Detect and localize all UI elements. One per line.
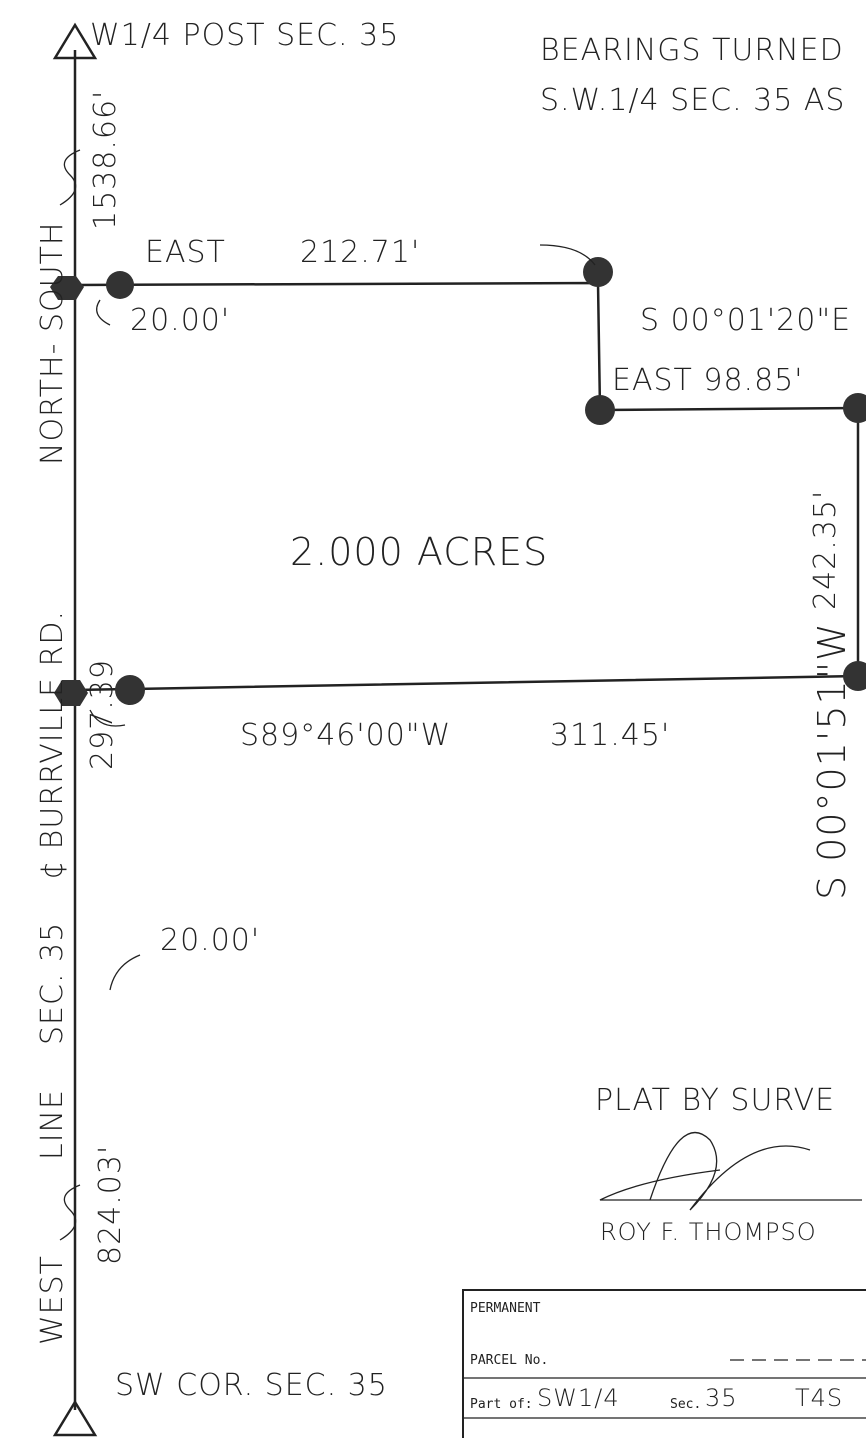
table-label: PERMANENT [470,1301,541,1316]
surveyor-caption: PLAT BY SURVE [595,1083,835,1118]
road-label: SEC. 35 [35,922,70,1045]
distance: 242.35' [808,490,843,610]
distance: 311.45' [550,718,670,753]
parcel-table [462,1289,866,1438]
bearing: S 00°01'20"E [640,303,851,338]
parcel-boundary [74,281,860,692]
bearing: EAST 98.85' [612,363,804,398]
road-label: ¢ BURRVILLE RD. [35,610,70,880]
bearing: S 00°01'51"W [810,622,854,900]
distance: 212.71' [300,235,420,270]
table-value: SW1/4 [537,1384,620,1412]
surveyor-name: ROY F. THOMPSO [600,1218,817,1246]
table-value: T4S [795,1384,843,1412]
corner-label: W1/4 POST SEC. 35 [90,18,399,53]
bearing: EAST [145,235,226,270]
pin [843,393,866,423]
signature [599,1169,862,1201]
distance: 297.39 [85,659,120,770]
break-mark [59,149,81,206]
arrow [96,299,111,326]
signature [649,1131,811,1211]
arrow [539,244,596,266]
hex-marker [50,276,84,300]
monument-bottom [52,1399,98,1437]
note: S.W.1/4 SEC. 35 AS [540,83,845,118]
road-label: NORTH- SOUTH [35,222,70,465]
note: BEARINGS TURNED [540,33,844,68]
distance: 1538.66' [88,90,123,230]
pin [115,675,145,705]
road-label: LINE [35,1089,70,1160]
pin [585,395,615,425]
pin [583,257,613,287]
pin [843,661,866,691]
hex-marker [54,680,88,706]
distance: 824.03' [93,1145,128,1265]
area: 2.000 ACRES [290,530,548,574]
offset: 20.00' [130,303,230,338]
offset: 20.00' [160,923,260,958]
arrow [109,954,141,991]
corner-label: SW COR. SEC. 35 [115,1368,388,1403]
bearing: S89°46'00"W [240,718,451,753]
table-label: Part of: [470,1397,533,1412]
road-label: WEST [35,1255,70,1345]
break-mark [59,1184,81,1241]
arrow [89,709,126,727]
table-label: PARCEL No. [470,1353,548,1368]
table-label: Sec. [670,1397,701,1412]
pin [106,271,134,299]
monument-top [52,22,98,60]
table-value: 35 [705,1384,738,1412]
